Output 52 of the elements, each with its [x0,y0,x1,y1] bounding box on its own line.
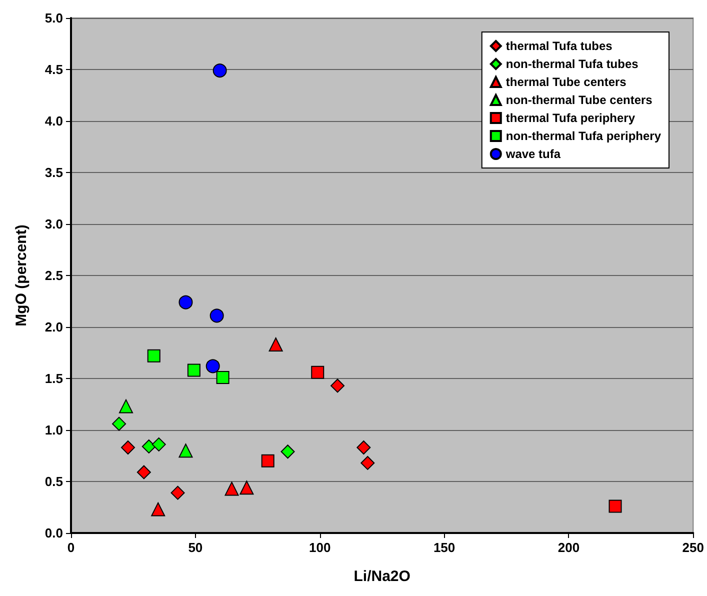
point [224,482,239,496]
legend-label: non-thermal Tube centers [506,93,653,107]
point [268,338,283,352]
point [240,480,254,495]
point [120,440,135,455]
y-tick-label: 0.0 [44,526,63,540]
y-tick-label: 4.5 [44,62,63,77]
point [152,437,166,452]
point [360,456,375,470]
y-tick-label: 5.0 [44,10,63,26]
point [280,444,295,459]
legend-label: thermal Tube centers [506,75,627,89]
y-tick-label: 2.0 [44,320,63,334]
point [151,502,166,516]
point [608,500,622,513]
point [170,486,185,500]
y-tick-label: 2.5 [44,268,63,283]
y-axis-title: MgO (percent) [13,224,30,326]
y-tick-label: 4.0 [44,114,63,128]
y-tick-label: 3.5 [44,165,63,180]
point [142,439,156,454]
x-tick-label: 0 [67,540,75,555]
x-tick-label: 200 [558,540,580,555]
point [210,308,224,323]
legend-label: wave tufa [504,147,561,161]
x-axis-title: Li/Na2O [354,568,411,585]
point [216,370,230,384]
point [212,64,227,78]
y-tick-label: 3.0 [44,216,63,232]
y-tick-label: 0.5 [44,474,63,489]
x-tick-label: 100 [309,540,331,555]
x-tick-label: 50 [188,540,203,555]
legend-label: thermal Tufa periphery [506,111,636,125]
legend-label: non-thermal Tufa tubes [506,57,639,71]
point [330,378,345,393]
point [356,440,371,455]
x-tick-label: 150 [433,540,456,555]
point [119,399,133,414]
legend-label: thermal Tufa tubes [506,39,613,53]
point [178,444,193,458]
point [136,465,151,480]
point [261,454,274,468]
point [178,295,193,310]
x-tick-label: 250 [682,540,704,555]
legend-label: non-thermal Tufa periphery [506,129,662,143]
point [112,416,126,431]
point [206,359,220,374]
y-tick-label: 1.0 [44,422,63,438]
point [187,364,200,377]
point [147,349,160,362]
point [311,366,324,379]
y-tick-label: 1.5 [44,371,63,386]
